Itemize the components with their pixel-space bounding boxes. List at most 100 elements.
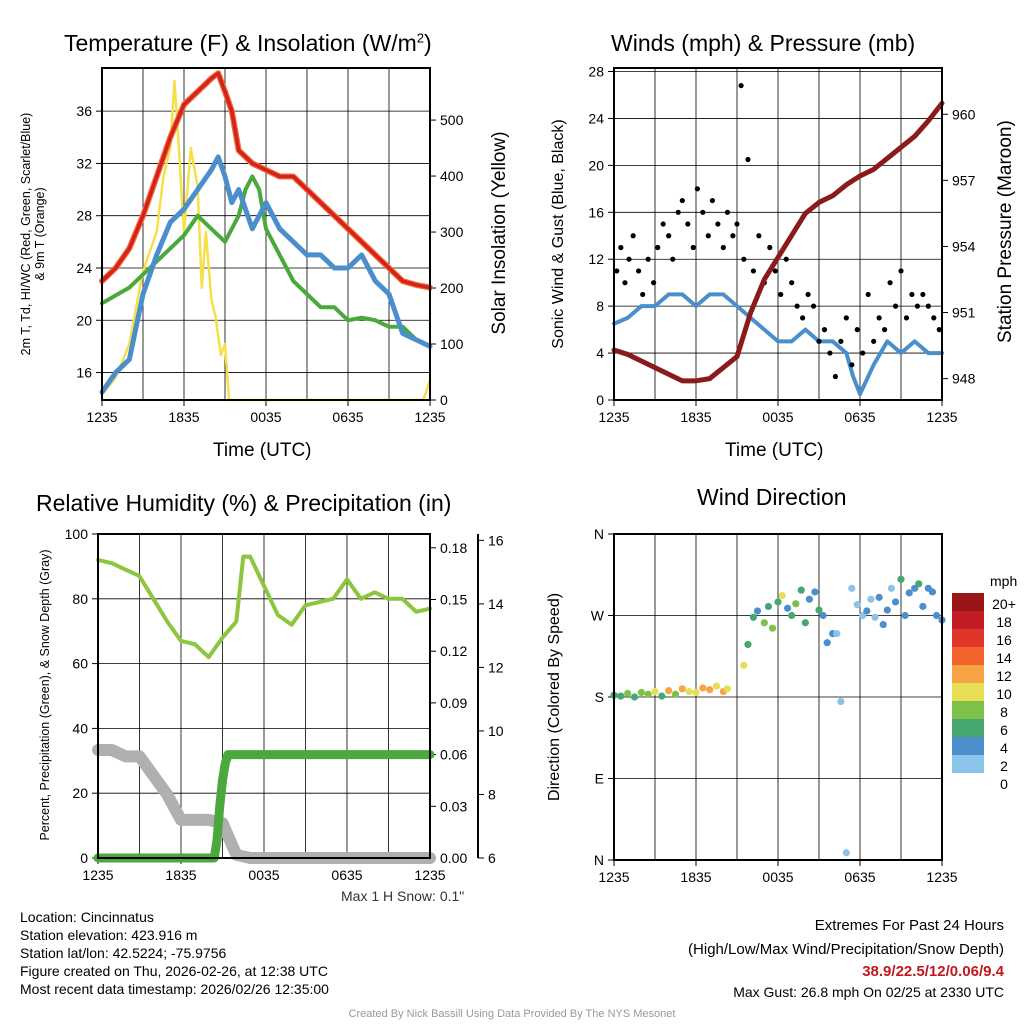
wind-direction-point xyxy=(901,611,909,620)
gust-point xyxy=(756,233,762,239)
wind-direction-point xyxy=(867,595,875,603)
location: Location: Cincinnatus xyxy=(20,909,154,925)
wind-direction-point xyxy=(778,591,786,600)
gust-point xyxy=(630,233,636,239)
plot-frame xyxy=(101,67,431,401)
y-tick-label: 20 xyxy=(588,157,604,173)
plot-frame xyxy=(613,67,943,401)
x-tick-label: 0635 xyxy=(844,869,875,885)
gust-point xyxy=(838,338,844,344)
x-tick-label: 1835 xyxy=(680,409,711,425)
wind-direction-point xyxy=(833,630,841,638)
legend-label: 18 xyxy=(996,614,1012,630)
gust-point xyxy=(745,156,751,163)
x-tick-label: 1235 xyxy=(926,409,957,425)
x-tick-label: 1235 xyxy=(598,869,629,885)
gust-point xyxy=(734,221,740,227)
rh-line xyxy=(96,554,432,660)
gust-point xyxy=(670,256,676,262)
gust-point xyxy=(750,268,757,274)
wind-xlabel: Time (UTC) xyxy=(725,440,824,461)
wind-direction-point xyxy=(875,593,883,601)
solar-line xyxy=(100,79,432,402)
gust-point xyxy=(622,280,628,286)
y-tick-label: 0.09 xyxy=(440,695,467,711)
wind-direction-point xyxy=(837,697,845,706)
rh-chart-title: Relative Humidity (%) & Precipitation (i… xyxy=(36,490,452,516)
gust-point xyxy=(655,244,661,251)
x-tick-label: 0635 xyxy=(331,867,362,883)
wind-chart-title: Winds (mph) & Pressure (mb) xyxy=(611,30,916,56)
x-tick-label: 0635 xyxy=(332,409,363,425)
pressure-ylabel: Station Pressure (Maroon) xyxy=(995,120,1016,343)
wind-direction-point xyxy=(932,611,941,620)
extremes-subtitle: (High/Low/Max Wind/Precipitation/Snow De… xyxy=(688,941,1004,958)
gust-point xyxy=(772,268,778,274)
x-tick-label: 0035 xyxy=(762,409,793,425)
wind-direction-point xyxy=(764,602,773,611)
gust-point xyxy=(925,303,931,309)
y-tick-label: E xyxy=(595,771,604,787)
wind-direction-point xyxy=(665,687,673,695)
gust-point xyxy=(876,315,882,321)
y-tick-label: 960 xyxy=(952,106,976,122)
y-tick-label: 8 xyxy=(488,786,496,802)
legend-label: 0 xyxy=(1000,776,1008,792)
gust-point xyxy=(709,197,716,204)
gust-point xyxy=(832,373,839,380)
wind-direction-point xyxy=(905,589,913,597)
rh-ylabel: Percent, Precipitation (Green), & Snow D… xyxy=(38,549,52,841)
x-tick-label: 0035 xyxy=(248,867,279,883)
gust-point xyxy=(887,280,893,286)
station-info: Location: Cincinnatus Station elevation:… xyxy=(20,908,329,998)
gust-point xyxy=(805,291,811,298)
legend-swatch xyxy=(952,647,984,665)
legend-label: 8 xyxy=(1000,704,1008,720)
legend-swatch xyxy=(952,665,984,683)
wind-direction-point xyxy=(692,688,700,697)
extremes-values: 38.9/22.5/12/0.06/9.4 xyxy=(862,963,1004,980)
gust-point xyxy=(636,268,642,274)
wind-direction-point xyxy=(883,606,891,614)
gust-point xyxy=(898,268,904,274)
wind-direction-point xyxy=(897,575,905,583)
wind-direction-point xyxy=(617,692,625,700)
wind-direction-point xyxy=(788,611,796,620)
legend-title: mph xyxy=(990,573,1018,589)
gust-point xyxy=(640,291,646,298)
y-tick-label: 40 xyxy=(72,720,88,736)
wind-direction-point xyxy=(723,685,732,693)
x-tick-label: 0035 xyxy=(762,869,793,885)
wind-direction-point xyxy=(815,606,823,614)
gust-point xyxy=(651,280,657,286)
gust-point xyxy=(892,303,899,309)
wind-direction-point xyxy=(853,601,861,609)
y-tick-label: 16 xyxy=(488,532,504,548)
gust-point xyxy=(794,303,800,309)
y-tick-label: 200 xyxy=(440,280,464,296)
wind-direction-point xyxy=(774,598,782,606)
legend-swatch xyxy=(952,701,984,719)
extremes-block: Extremes For Past 24 Hours (High/Low/Max… xyxy=(688,914,1004,1002)
gust-point xyxy=(882,327,888,333)
gust-point xyxy=(778,291,784,298)
y-tick-label: 28 xyxy=(76,208,92,224)
y-tick-label: 12 xyxy=(488,659,504,675)
temp-title-text: Temperature (F) & Insolation (W/m xyxy=(64,30,417,56)
x-tick-label: 1835 xyxy=(680,869,711,885)
gust-point xyxy=(720,244,726,251)
gust-point xyxy=(783,256,789,262)
y-tick-label: 0 xyxy=(80,850,88,866)
gust-point xyxy=(645,256,651,262)
y-tick-label: 948 xyxy=(952,371,976,387)
recent-timestamp: Most recent data timestamp: 2026/02/26 1… xyxy=(20,981,329,997)
gust-point xyxy=(800,315,806,321)
wind-direction-point xyxy=(624,689,632,697)
gust-point xyxy=(618,244,624,251)
legend-label: 20+ xyxy=(992,596,1016,612)
y-tick-label: 10 xyxy=(488,723,504,739)
legend-swatch xyxy=(952,737,984,755)
y-tick-label: 0.18 xyxy=(440,540,467,556)
y-tick-label: 100 xyxy=(440,336,464,352)
